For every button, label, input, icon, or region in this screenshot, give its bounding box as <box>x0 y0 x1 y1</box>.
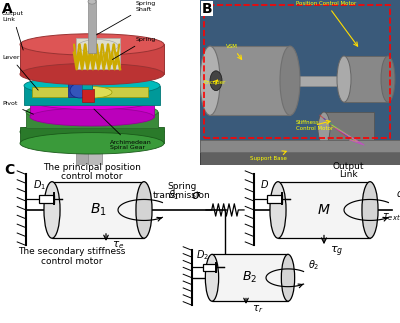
Ellipse shape <box>20 34 164 55</box>
Ellipse shape <box>78 39 118 53</box>
Ellipse shape <box>30 91 154 109</box>
Bar <box>20 127 164 143</box>
Bar <box>39 194 54 203</box>
Text: Spring: Spring <box>112 37 156 59</box>
Ellipse shape <box>20 133 164 154</box>
Text: control motor: control motor <box>61 172 123 181</box>
Bar <box>210 46 290 115</box>
Text: Pivot: Pivot <box>2 101 34 114</box>
Text: Spring: Spring <box>167 182 197 191</box>
Text: Link: Link <box>339 170 357 179</box>
Text: $\tau_{ext}$: $\tau_{ext}$ <box>382 211 400 223</box>
Text: $D_1$: $D_1$ <box>33 178 46 192</box>
Ellipse shape <box>88 0 96 4</box>
Bar <box>82 81 92 89</box>
Bar <box>76 38 120 69</box>
Text: B: B <box>202 2 213 16</box>
Text: C: C <box>4 163 14 177</box>
Text: $D_2$: $D_2$ <box>196 248 210 262</box>
Text: $\theta_2$: $\theta_2$ <box>308 258 320 272</box>
Ellipse shape <box>72 87 112 98</box>
Text: A: A <box>2 2 13 16</box>
Text: $\sigma$: $\sigma$ <box>191 190 201 203</box>
Ellipse shape <box>44 182 60 238</box>
Bar <box>82 89 94 102</box>
Bar <box>344 56 388 102</box>
Text: $B_2$: $B_2$ <box>242 270 258 285</box>
Ellipse shape <box>337 56 351 102</box>
Bar <box>203 264 216 271</box>
Bar <box>267 194 282 203</box>
Text: Position Control Motor: Position Control Motor <box>296 1 358 46</box>
Text: $D$: $D$ <box>260 178 269 190</box>
Bar <box>290 76 360 86</box>
Bar <box>324 112 374 145</box>
Ellipse shape <box>20 121 164 142</box>
Bar <box>278 182 370 238</box>
Text: $\tau_e$: $\tau_e$ <box>112 239 124 251</box>
Ellipse shape <box>20 63 164 85</box>
Bar <box>26 112 158 129</box>
Text: $\tau_r$: $\tau_r$ <box>252 303 264 315</box>
Ellipse shape <box>26 102 158 122</box>
Bar <box>88 142 102 165</box>
Text: The principal position: The principal position <box>43 163 141 172</box>
Text: Output: Output <box>332 162 364 171</box>
Bar <box>76 142 90 165</box>
Text: $\tau_g$: $\tau_g$ <box>330 244 343 258</box>
Text: $\theta_1$: $\theta_1$ <box>168 189 180 202</box>
Text: Support Base: Support Base <box>250 151 287 161</box>
Ellipse shape <box>200 46 220 115</box>
Bar <box>212 254 288 301</box>
Ellipse shape <box>381 56 395 102</box>
Bar <box>68 82 92 97</box>
Text: control motor: control motor <box>41 257 103 266</box>
Bar <box>20 45 164 74</box>
Text: The secondary stiffness: The secondary stiffness <box>18 247 126 256</box>
Text: Output
Link: Output Link <box>2 11 24 50</box>
Bar <box>200 140 400 151</box>
Text: Encoder: Encoder <box>204 80 226 85</box>
Text: Stiffness
Control Motor: Stiffness Control Motor <box>296 120 333 130</box>
Ellipse shape <box>24 76 160 96</box>
Text: $q$: $q$ <box>396 189 400 202</box>
Ellipse shape <box>70 83 90 98</box>
Ellipse shape <box>30 108 154 126</box>
Bar <box>88 0 96 53</box>
Text: transmission: transmission <box>153 191 211 200</box>
Ellipse shape <box>270 182 286 238</box>
Text: VSM: VSM <box>226 44 242 59</box>
Ellipse shape <box>210 71 222 90</box>
Text: Lever: Lever <box>2 55 38 90</box>
Ellipse shape <box>362 182 378 238</box>
Bar <box>24 86 160 105</box>
Ellipse shape <box>205 255 219 301</box>
Ellipse shape <box>318 112 330 145</box>
Bar <box>30 100 154 117</box>
Text: Spring
Shaft: Spring Shaft <box>96 1 156 35</box>
Text: $B_1$: $B_1$ <box>90 202 106 218</box>
Bar <box>52 182 144 238</box>
Ellipse shape <box>281 255 295 301</box>
Ellipse shape <box>280 46 300 115</box>
Ellipse shape <box>136 182 152 238</box>
Bar <box>200 140 400 165</box>
Text: $M$: $M$ <box>317 203 331 217</box>
Text: Archimedean
Spiral Gear: Archimedean Spiral Gear <box>94 109 152 151</box>
Bar <box>32 87 148 97</box>
